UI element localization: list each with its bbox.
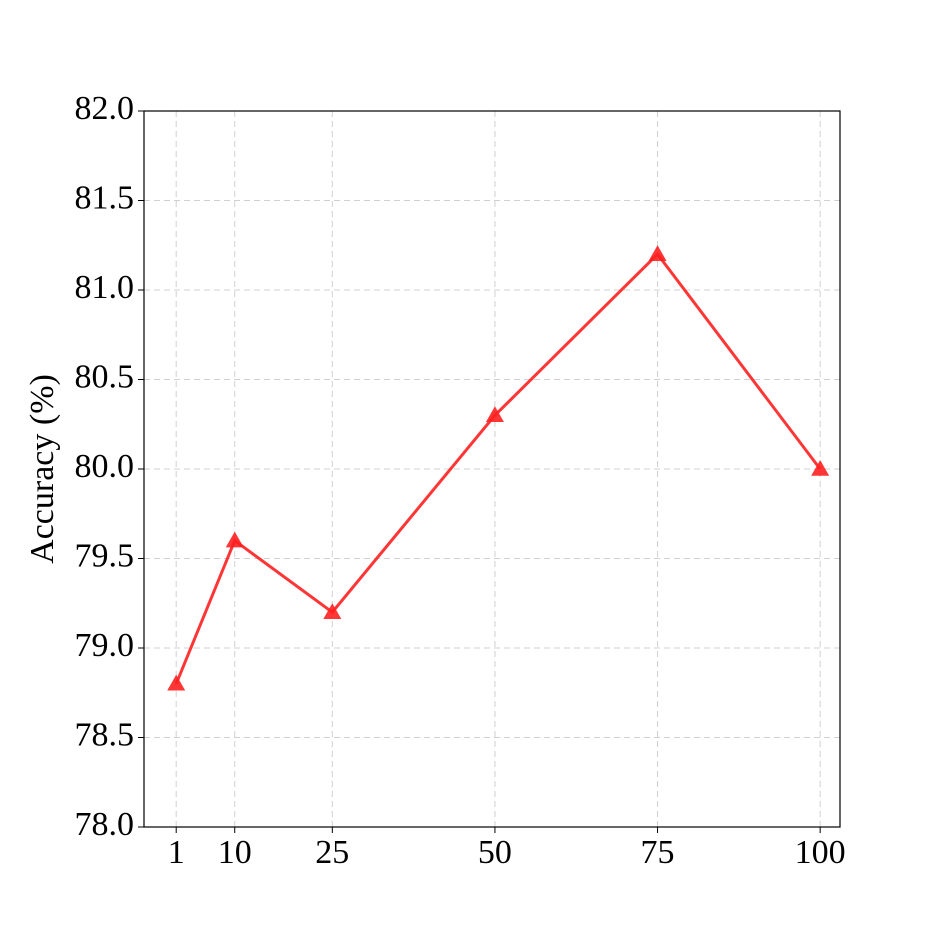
x-tick-label: 50 xyxy=(478,834,512,871)
y-tick-label: 80.5 xyxy=(75,358,135,395)
x-tick-label: 75 xyxy=(641,834,675,871)
y-tick-label: 81.0 xyxy=(75,269,135,306)
data-point xyxy=(323,603,342,619)
plot-frame xyxy=(143,110,841,828)
y-axis-label: Accuracy (%) xyxy=(24,374,61,564)
data-point xyxy=(648,245,667,261)
y-tick-label: 79.0 xyxy=(75,627,135,664)
y-tick-label: 78.0 xyxy=(75,806,135,843)
x-tick-label: 100 xyxy=(795,834,846,871)
data-point xyxy=(485,406,504,423)
y-tick-label: 80.0 xyxy=(75,448,135,485)
y-tick-label: 81.5 xyxy=(75,179,135,216)
y-tick-label: 78.5 xyxy=(75,716,135,753)
x-tick-label: 10 xyxy=(218,834,252,871)
data-point xyxy=(811,460,830,476)
x-tick-label: 1 xyxy=(168,834,185,871)
x-tick-label: 25 xyxy=(315,834,349,871)
y-tick-label: 82.0 xyxy=(75,90,135,127)
data-line xyxy=(174,251,822,685)
data-point xyxy=(167,674,186,691)
y-tick-label: 79.5 xyxy=(75,537,135,574)
data-point xyxy=(225,531,244,548)
